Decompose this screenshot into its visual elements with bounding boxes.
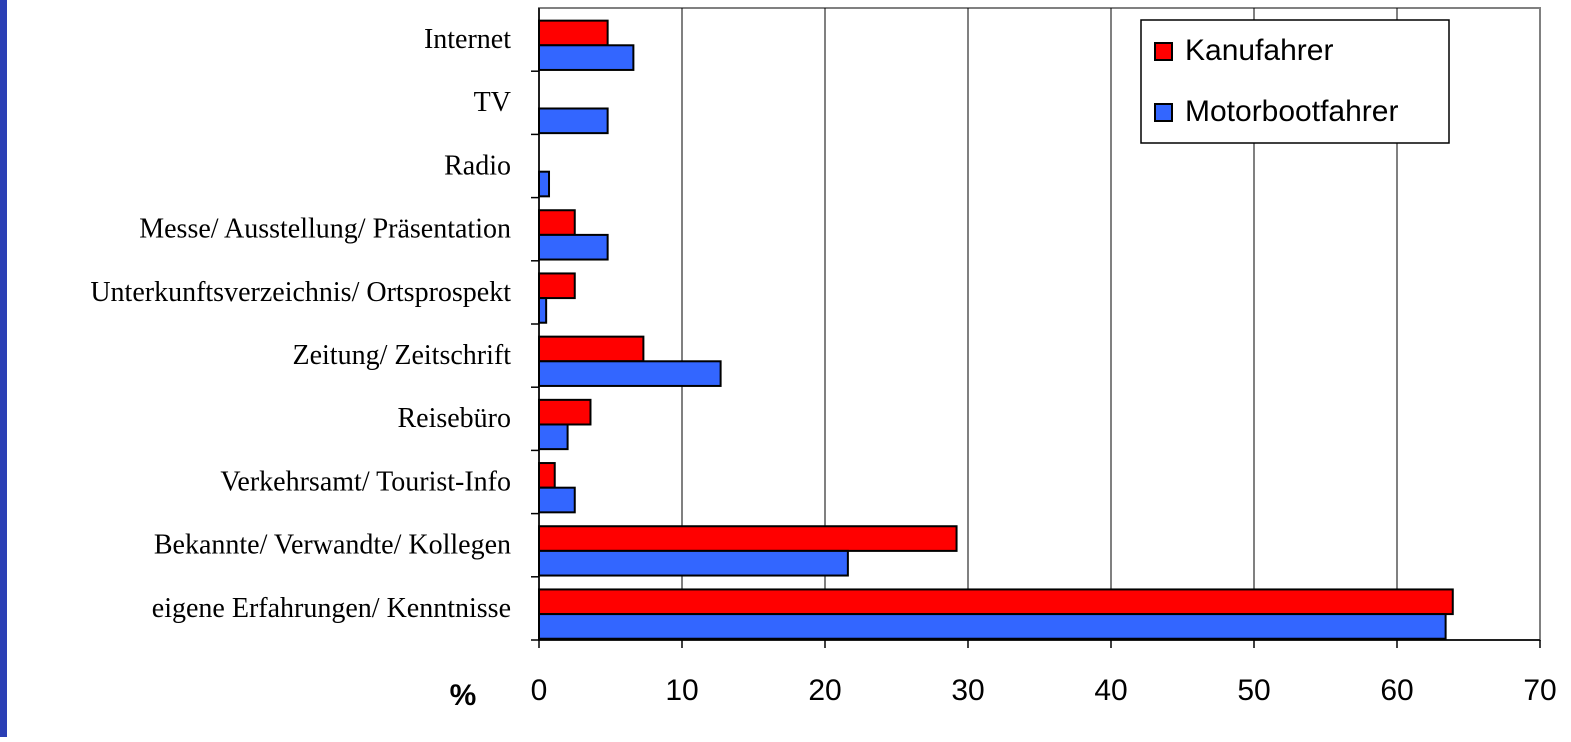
y-tick-label: Radio	[444, 150, 511, 181]
bar	[538, 107, 609, 135]
bar	[538, 44, 635, 71]
y-tick-label: eigene Erfahrungen/ Kenntnisse	[152, 593, 511, 624]
bar	[538, 209, 576, 236]
legend-box	[1140, 19, 1450, 144]
x-tick-label: 10	[665, 674, 698, 707]
legend-label: Motorbootfahrer	[1185, 95, 1398, 128]
x-tick-label: 60	[1380, 674, 1413, 707]
y-tick-label: TV	[474, 87, 511, 118]
bar	[538, 423, 569, 451]
bar	[538, 19, 609, 47]
x-tick-label: 30	[951, 674, 984, 707]
x-tick-label: 50	[1237, 674, 1270, 707]
bar	[538, 360, 722, 387]
x-tick-label: 0	[531, 674, 548, 707]
x-tick-label: 70	[1523, 674, 1556, 707]
bar	[538, 486, 576, 514]
legend-label: Kanufahrer	[1185, 34, 1333, 67]
y-tick-label: Reisebüro	[397, 403, 511, 434]
bar	[538, 272, 576, 300]
y-tick-label: Verkehrsamt/ Tourist-Info	[220, 466, 511, 497]
bar	[538, 462, 556, 489]
bar	[538, 233, 609, 261]
side-stripe	[0, 0, 7, 737]
bar	[538, 525, 958, 552]
bar	[538, 398, 592, 426]
bar	[538, 588, 1454, 616]
x-tick-label: 20	[808, 674, 841, 707]
y-tick-label: Internet	[424, 24, 511, 55]
bar	[538, 170, 551, 198]
legend-swatch	[1154, 42, 1173, 61]
y-tick-label: Zeitung/ Zeitschrift	[293, 340, 512, 371]
legend-swatch	[1154, 103, 1173, 122]
y-tick-label: Messe/ Ausstellung/ Präsentation	[139, 214, 511, 245]
y-tick-label: Unterkunftsverzeichnis/ Ortsprospekt	[90, 277, 511, 308]
bar	[538, 335, 645, 363]
x-tick-label: 40	[1094, 674, 1127, 707]
bar	[538, 613, 1447, 640]
y-tick-label: Bekannte/ Verwandte/ Kollegen	[154, 530, 511, 561]
bar	[538, 297, 548, 324]
x-axis-label: %	[450, 679, 477, 712]
bar	[538, 549, 849, 577]
